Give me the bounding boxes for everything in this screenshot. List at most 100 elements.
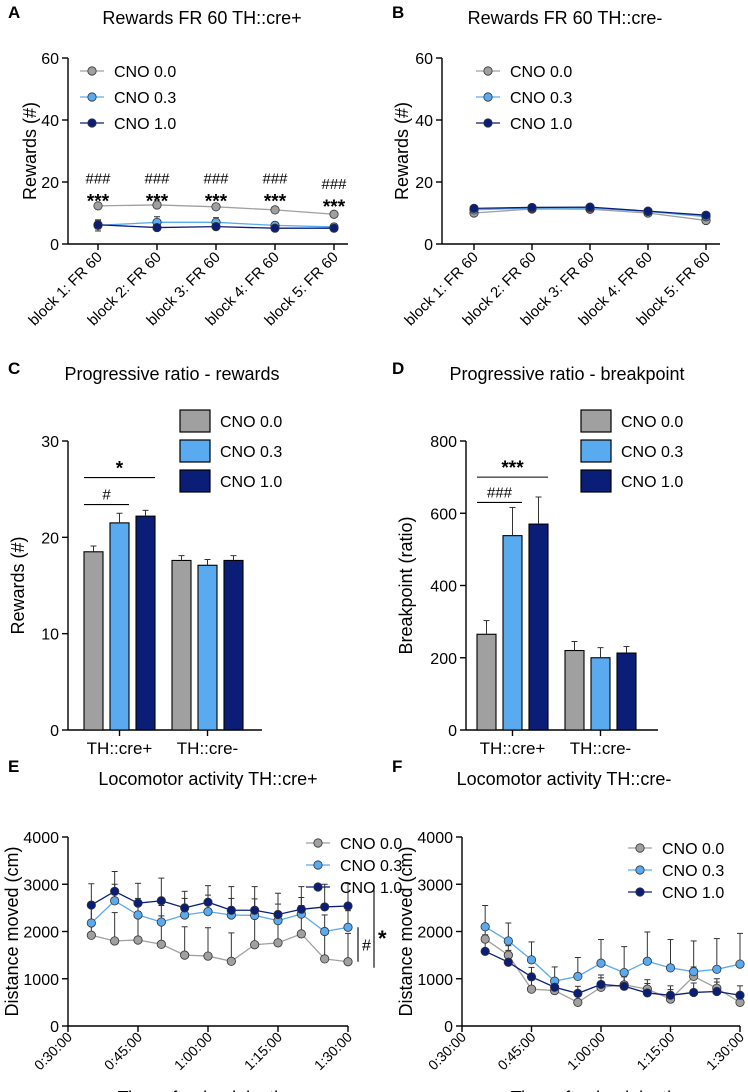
data-point	[642, 988, 652, 998]
y-tick-label: 2000	[23, 925, 59, 942]
significance-marker: ***	[264, 192, 287, 213]
y-tick-label: 3000	[23, 877, 59, 894]
legend-label: CNO 0.0	[510, 64, 572, 81]
data-point	[110, 896, 120, 906]
y-tick-label: 60	[41, 51, 59, 68]
panel-c: C Progressive ratio - rewards 0 10 20 30 Rewar…	[8, 359, 282, 758]
y-tick-label: 1000	[23, 972, 59, 989]
x-tick-label: 1:15:00	[241, 1029, 285, 1073]
bar	[476, 633, 497, 731]
data-point	[156, 939, 166, 949]
y-axis-title: Rewards (#)	[8, 536, 28, 634]
data-point	[550, 982, 560, 992]
significance-marker: *	[378, 926, 387, 951]
legend-swatch	[580, 409, 612, 433]
data-point	[320, 954, 330, 964]
legend-marker	[483, 92, 493, 102]
x-tick-label: 1:15:00	[633, 1029, 677, 1073]
data-point	[86, 918, 96, 928]
y-tick-label: 0	[50, 723, 59, 740]
bar	[564, 649, 585, 731]
data-point	[526, 955, 537, 965]
y-axis-title: Distance moved (cm)	[396, 846, 416, 1016]
y-tick-label: 400	[430, 579, 457, 596]
y-tick-label: 30	[41, 434, 59, 451]
data-point	[296, 929, 306, 939]
data-point	[689, 987, 699, 998]
significance-marker: ***	[87, 192, 110, 213]
legend-label: CNO 0.0	[621, 414, 683, 431]
legend-label: CNO 0.3	[340, 858, 402, 875]
data-point	[211, 202, 221, 212]
data-point	[480, 934, 490, 944]
significance-marker: *	[116, 459, 124, 480]
legend-swatch	[580, 469, 612, 493]
data-point	[573, 988, 583, 998]
legend-marker	[87, 118, 97, 128]
significance-marker: ###	[85, 170, 111, 187]
significance-marker: ###	[203, 170, 229, 187]
legend-label: CNO 1.0	[510, 116, 572, 133]
panel-label: A	[8, 3, 20, 22]
legend-label: CNO 0.3	[662, 863, 724, 880]
x-axis-title: Time after i.p. injection	[118, 1088, 298, 1092]
legend-marker	[87, 92, 97, 102]
legend-swatch	[179, 469, 211, 493]
data-point	[689, 967, 699, 977]
y-tick-label: 60	[415, 51, 433, 68]
data-point	[226, 905, 236, 915]
series-line	[484, 926, 741, 982]
data-point	[86, 930, 96, 940]
y-tick-label: 40	[41, 113, 59, 130]
data-point	[320, 902, 330, 912]
y-axis-title: Breakpoint (ratio)	[396, 516, 416, 654]
x-tick-label: 0:45:00	[101, 1029, 145, 1073]
bar	[109, 522, 130, 731]
bar	[171, 559, 192, 731]
bar	[223, 559, 244, 731]
data-point	[480, 922, 490, 932]
y-tick-label: 0	[448, 723, 457, 740]
y-tick-label: 3000	[417, 877, 453, 894]
x-tick-label: TH::cre+	[87, 739, 153, 758]
data-point	[156, 917, 166, 927]
legend-marker	[635, 887, 645, 897]
series-line	[91, 933, 349, 963]
panel-label: F	[392, 757, 402, 776]
data-point	[573, 971, 583, 981]
data-point	[665, 963, 676, 973]
data-point	[735, 990, 745, 1000]
data-point	[480, 946, 490, 956]
legend-marker	[635, 843, 645, 853]
significance-marker: ###	[262, 170, 288, 187]
data-point	[642, 956, 652, 966]
data-point	[712, 986, 722, 997]
data-point	[596, 979, 606, 990]
panel-d: D Progressive ratio - breakpoint 0 200 400 60…	[392, 359, 685, 758]
data-point	[296, 904, 306, 914]
legend-label: CNO 1.0	[662, 885, 724, 902]
significance-marker: #	[362, 937, 371, 954]
data-point	[503, 957, 513, 967]
legend-label: CNO 0.0	[662, 841, 724, 858]
legend-swatch	[580, 439, 612, 463]
bar	[197, 564, 218, 731]
data-point	[180, 903, 190, 913]
y-tick-label: 800	[430, 434, 457, 451]
data-point	[180, 950, 190, 960]
series-line	[91, 890, 349, 916]
data-point	[343, 957, 353, 967]
data-point	[226, 956, 236, 966]
y-tick-label: 40	[415, 113, 433, 130]
x-tick-label: 0:45:00	[494, 1029, 538, 1073]
data-point	[156, 896, 166, 906]
significance-marker: ###	[144, 170, 170, 187]
legend-label: CNO 1.0	[621, 474, 683, 491]
data-point	[573, 997, 583, 1007]
data-point	[203, 907, 213, 917]
legend-marker	[313, 860, 323, 870]
